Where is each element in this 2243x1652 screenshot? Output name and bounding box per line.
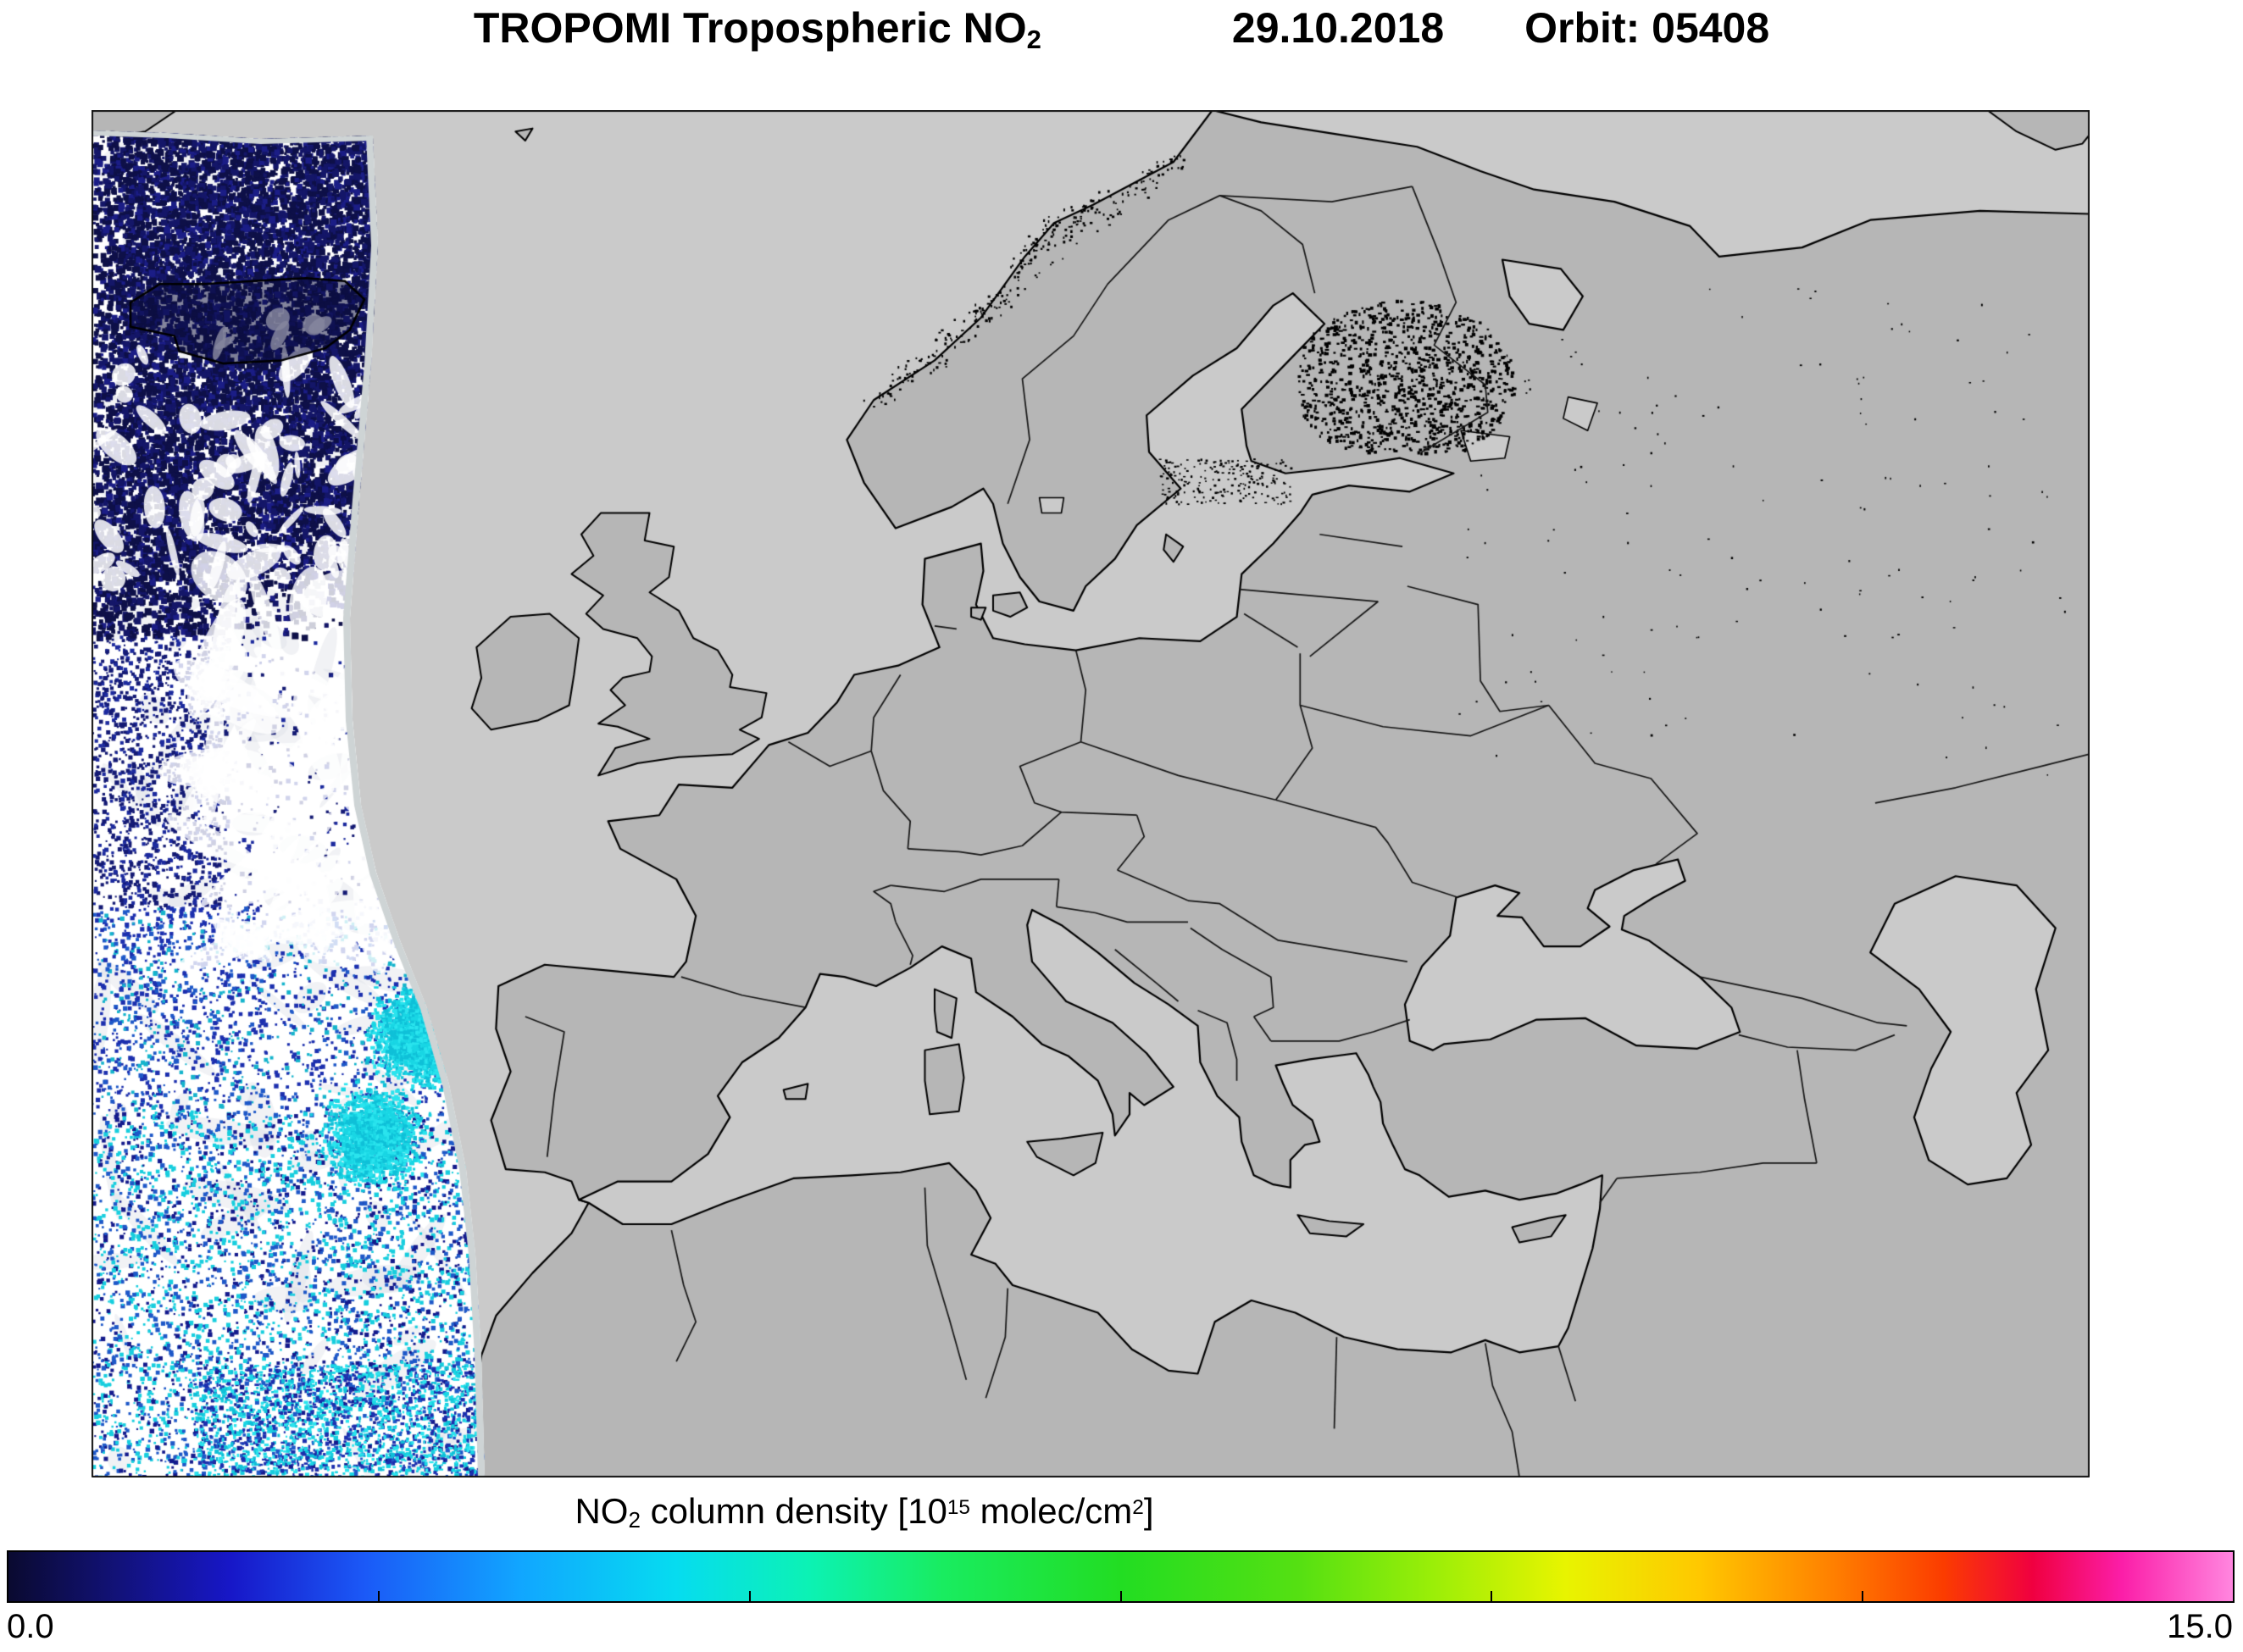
europe-map-canvas (92, 110, 2090, 1477)
colorbar-label-exp: 15 (947, 1496, 970, 1520)
page-title-subscript: 2 (1026, 24, 1041, 54)
colorbar-label-mid: column density [10 (640, 1491, 947, 1531)
colorbar-min-label: 0.0 (7, 1608, 54, 1645)
colorbar-tick (1490, 1591, 1492, 1601)
colorbar-label-unit-exp: 2 (1132, 1496, 1144, 1520)
colorbar-label-end: ] (1143, 1491, 1154, 1531)
colorbar-tick (1119, 1591, 1122, 1601)
colorbar-label: NO2 column density [1015 molec/cm2] (0, 1491, 1729, 1533)
colorbar-tick (748, 1591, 751, 1601)
colorbar (7, 1550, 2235, 1603)
colorbar-tick (378, 1591, 380, 1601)
map-frame (92, 110, 2090, 1477)
page-title-text: TROPOMI Tropospheric NO (473, 4, 1027, 52)
colorbar-tick (1861, 1591, 1863, 1601)
observation-date: 29.10.2018 (1231, 4, 1445, 52)
orbit-number: Orbit: 05408 (1524, 4, 1770, 52)
title-bar: TROPOMI Tropospheric NO2 29.10.2018 Orbi… (0, 3, 2243, 55)
colorbar-max-label: 15.0 (2167, 1608, 2233, 1645)
colorbar-label-sub: 2 (628, 1507, 641, 1533)
page-title: TROPOMI Tropospheric NO2 (474, 3, 1041, 55)
colorbar-label-pre: NO (575, 1491, 629, 1531)
colorbar-label-unit: molec/cm (969, 1491, 1133, 1531)
